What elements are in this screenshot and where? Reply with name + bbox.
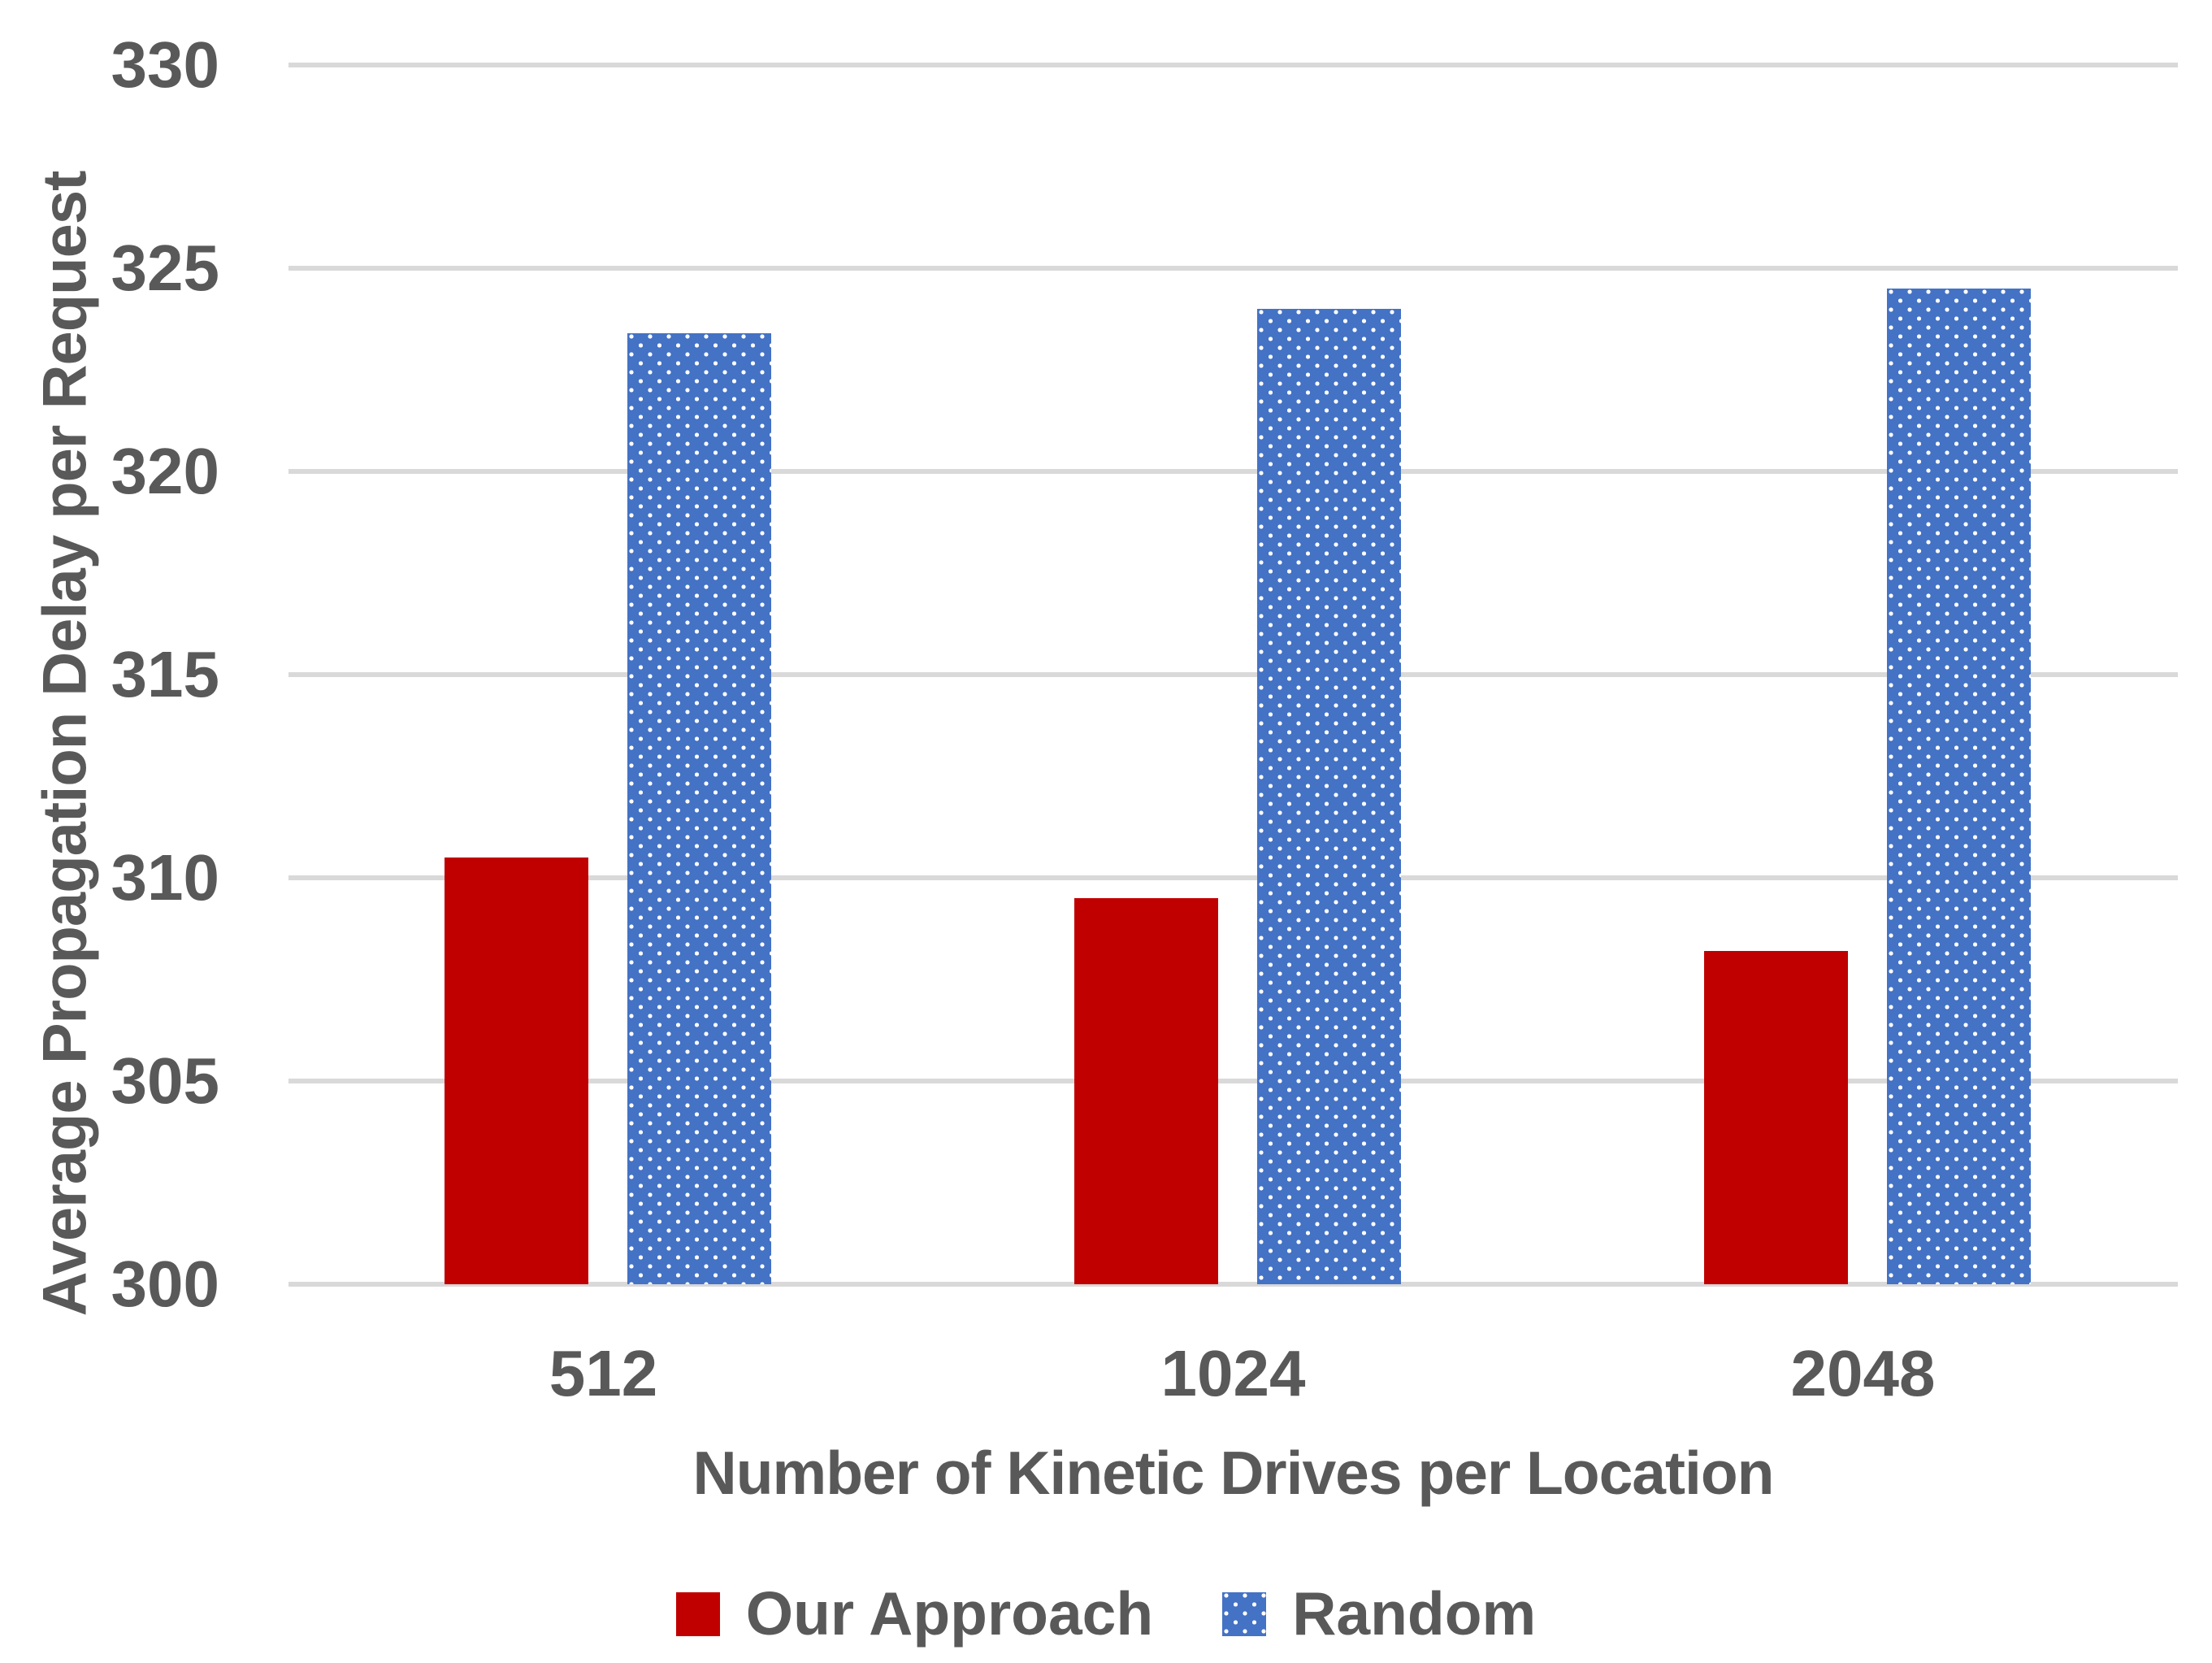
bar-our-approach-1024 [1074,898,1218,1284]
y-tick-label-330: 330 [111,28,219,101]
y-tick-label-300: 300 [111,1248,219,1320]
y-tick-label-320: 320 [111,435,219,507]
y-tick-label-305: 305 [111,1044,219,1117]
y-tick-label-310: 310 [111,841,219,914]
x-axis-tick-labels: 512 1024 2048 [288,1341,2178,1406]
gridline-300 [288,1282,2178,1287]
x-tick-label-1024: 1024 [1160,1337,1306,1409]
legend-swatch-random [1222,1591,1267,1636]
gridline-330 [288,63,2178,67]
plot-area [288,63,2178,1287]
x-tick-label-512: 512 [549,1337,658,1409]
bar-random-1024 [1256,309,1401,1284]
legend-item-our-approach: Our Approach [675,1579,1154,1648]
y-tick-label-315: 315 [111,638,219,710]
y-axis-tick-labels: 330 325 320 315 310 305 300 [0,33,219,1317]
bar-groups [288,65,2178,1284]
bar-our-approach-512 [445,858,588,1284]
bar-random-2048 [1886,289,2031,1284]
bar-group-2048 [1548,65,2178,1284]
legend: Our Approach Random [0,1583,2212,1644]
gridline-310 [288,875,2178,880]
legend-item-random: Random [1222,1583,1536,1644]
x-axis-title: Number of Kinetic Drives per Location [692,1439,1775,1507]
bar-random-512 [627,333,771,1284]
bar-group-1024 [918,65,1548,1284]
bar-our-approach-2048 [1704,951,1848,1284]
gridline-315 [288,672,2178,677]
y-tick-label-325: 325 [111,232,219,304]
legend-swatch-our-approach [675,1591,720,1636]
gridline-320 [288,469,2178,474]
legend-label-our-approach: Our Approach [745,1579,1154,1648]
gridline-305 [288,1079,2178,1083]
legend-label-random: Random [1292,1579,1537,1648]
gridline-325 [288,266,2178,271]
x-tick-label-2048: 2048 [1790,1337,1936,1409]
bar-group-512 [288,65,918,1284]
